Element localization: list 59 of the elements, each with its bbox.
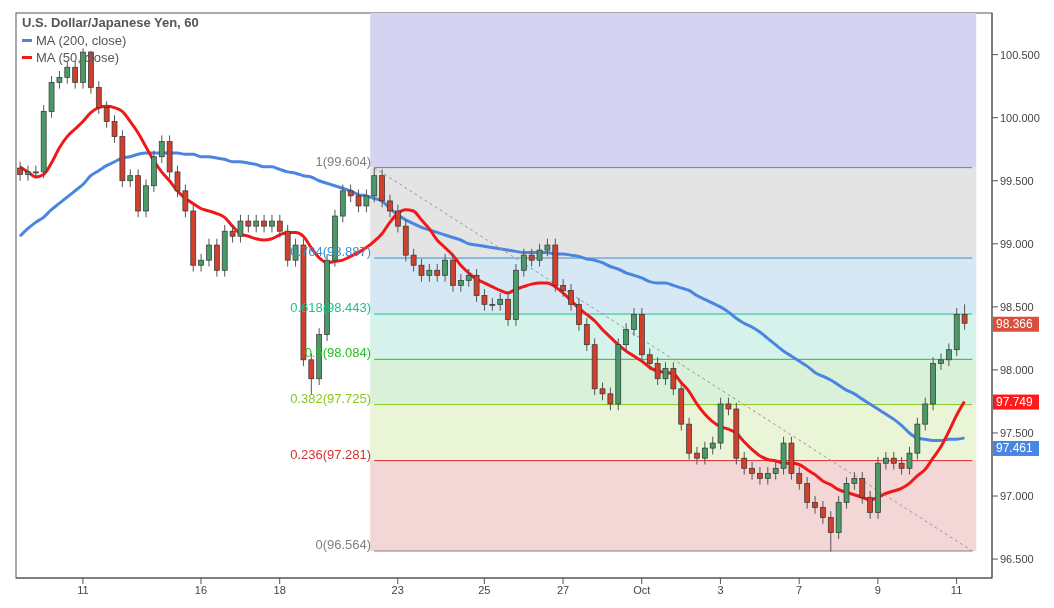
x-tick-label: 25 [478,583,491,596]
y-tick-label: 100.500 [1000,48,1040,61]
candlestick [883,451,889,471]
text: 97.461 [996,440,1034,455]
candlestick [827,510,834,553]
x-tick-label: Oct [633,583,651,596]
chart-title: U.S. Dollar/Japanese Yen, 60 [22,15,199,30]
candlestick [820,500,826,525]
candlestick [576,297,582,332]
y-tick-label: 96.500 [1000,552,1034,565]
candlestick [520,248,527,278]
ref-line-label: 1(99.604) [315,153,372,169]
ref-line-label: 0.236(97.281) [290,446,372,462]
candlestick [741,451,748,476]
candlestick [804,476,811,510]
x-tick-label: 7 [796,583,803,596]
x-tick-label: 16 [194,583,208,596]
ref-line-label: 0(96.564) [315,537,372,553]
ref-line-label: 0.382(97.725) [290,390,372,406]
legend-label: MA (200, close) [36,32,127,49]
candlestick [757,466,763,486]
candlestick [261,214,267,233]
candlestick [442,253,448,283]
y-tick-label: 100.000 [1000,111,1040,124]
y-tick-label: 98.500 [1000,300,1034,313]
candlestick [395,204,401,233]
candlestick [505,292,511,327]
y-tick-label: 97.000 [1000,489,1034,502]
y-tick-label: 99.500 [1000,174,1034,187]
candlestick [938,353,944,371]
candlestick [387,194,393,218]
candlestick [25,165,31,182]
candlestick [867,490,873,520]
x-tick-label: 9 [874,583,881,596]
candlestick [702,441,708,465]
x-tick-label: 11 [950,583,963,596]
candlestick [198,253,204,273]
candlestick [749,461,755,481]
x-tick-label: 11 [77,583,89,596]
x-tick-label: 3 [717,583,724,596]
text: 98.366 [996,316,1034,331]
y-tick-label: 99.000 [1000,237,1034,250]
candlestick [631,307,637,337]
candlestick [269,214,275,233]
candlestick [812,495,818,515]
x-tick-label: 18 [273,583,286,596]
y-tick-label: 97.500 [1000,426,1034,439]
x-tick-label: 23 [391,583,404,596]
candlestick [95,80,102,115]
candlestick [568,283,574,312]
candlestick [583,317,590,352]
text: 97.749 [996,394,1034,409]
candlestick [206,238,212,267]
candlestick [694,446,700,465]
candlestick [623,322,629,352]
x-tick-label: 27 [556,583,570,596]
candlestick [946,342,952,367]
candlestick [276,214,283,238]
y-tick-label: 98.000 [1000,363,1034,376]
